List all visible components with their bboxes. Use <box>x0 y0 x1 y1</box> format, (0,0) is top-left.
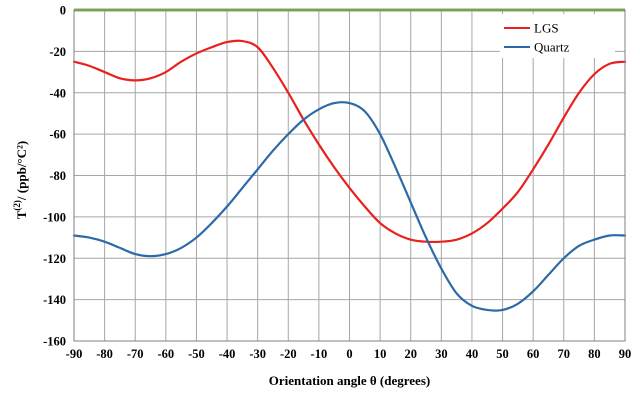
y-tick-label: -20 <box>49 45 66 59</box>
y-axis-label-unit: / (ppb/°C²) <box>14 141 29 201</box>
x-tick-label: 90 <box>619 347 632 361</box>
y-tick-labels: 0 -20 -40 -60 -80 -100 -120 -140 -160 <box>43 4 66 349</box>
y-tick-label: -40 <box>49 86 66 100</box>
x-tick-label: 10 <box>374 347 387 361</box>
x-tick-label: 50 <box>496 347 509 361</box>
y-tick-label: -140 <box>43 293 66 307</box>
gridlines <box>73 8 626 342</box>
legend: LGS Quartz <box>500 14 615 58</box>
x-tick-label: 60 <box>527 347 540 361</box>
legend-label-quartz: Quartz <box>534 40 570 55</box>
x-tick-label: -10 <box>311 347 328 361</box>
x-axis-label: Orientation angle θ (degrees) <box>269 373 430 388</box>
x-tick-label: -60 <box>157 347 174 361</box>
y-tick-label: 0 <box>60 4 66 18</box>
y-axis-label: T(2)/ (ppb/°C²) <box>12 141 29 219</box>
y-axis-label-superscript: (2) <box>12 200 22 211</box>
x-tick-label: 20 <box>404 347 417 361</box>
y-tick-label: -60 <box>49 128 66 142</box>
y-axis-label-main: T <box>14 210 29 219</box>
x-tick-label: 80 <box>588 347 601 361</box>
y-tick-label: -100 <box>43 210 66 224</box>
x-tick-label: -90 <box>66 347 83 361</box>
x-tick-label: 40 <box>466 347 479 361</box>
y-tick-label: -80 <box>49 169 66 183</box>
x-tick-label: -40 <box>219 347 236 361</box>
series-line-lgs <box>72 39 627 244</box>
x-tick-label: -80 <box>96 347 113 361</box>
data-series <box>72 39 627 312</box>
x-tick-label: 0 <box>346 347 352 361</box>
legend-background <box>500 14 615 58</box>
series-line-quartz <box>72 101 627 312</box>
y-tick-label: -120 <box>43 252 66 266</box>
plot-frame <box>73 9 626 342</box>
x-tick-labels: -90 -80 -70 -60 -50 -40 -30 -20 -10 0 10 20 30 40 50 60… <box>66 347 632 361</box>
x-tick-label: 70 <box>558 347 571 361</box>
x-tick-label: 30 <box>435 347 448 361</box>
x-tick-label: -30 <box>249 347 266 361</box>
x-tick-label: -50 <box>188 347 205 361</box>
y-tick-label: -160 <box>43 335 66 349</box>
x-tick-label: -70 <box>127 347 144 361</box>
legend-label-lgs: LGS <box>534 21 559 36</box>
x-tick-label: -20 <box>280 347 297 361</box>
